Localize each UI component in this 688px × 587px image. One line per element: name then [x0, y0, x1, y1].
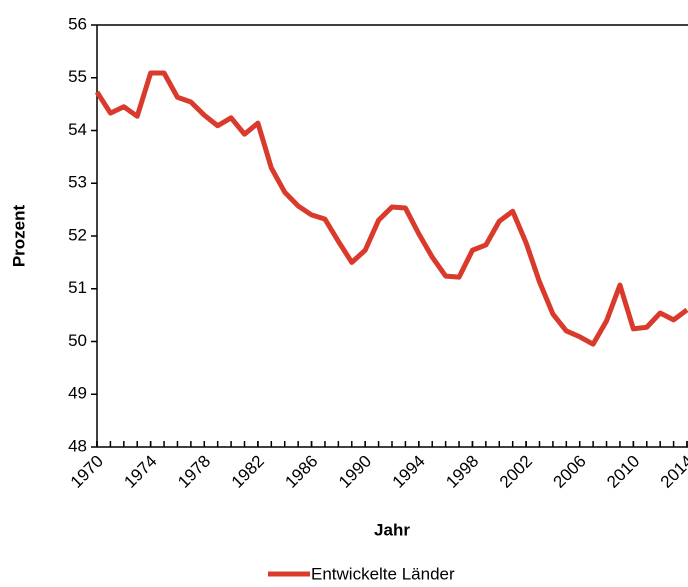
x-tick-label: 1986 [281, 452, 321, 492]
x-tick-label: 1970 [67, 452, 107, 492]
legend-label: Entwickelte Länder [311, 564, 455, 583]
x-tick-label: 1994 [389, 452, 429, 492]
y-tick-label: 54 [68, 120, 87, 139]
y-tick-label: 52 [68, 225, 87, 244]
x-tick-label: 2014 [657, 452, 688, 492]
x-tick-label: 1990 [335, 452, 375, 492]
x-tick-label: 2010 [603, 452, 643, 492]
y-tick-label: 53 [68, 173, 87, 192]
y-tick-label: 48 [68, 436, 87, 455]
x-tick-label: 1978 [174, 452, 214, 492]
y-tick-label: 51 [68, 278, 87, 297]
x-tick-label: 1982 [228, 452, 268, 492]
x-tick-label: 2006 [550, 452, 590, 492]
data-line [94, 70, 688, 347]
y-tick-label: 50 [68, 331, 87, 350]
y-tick-label: 56 [68, 14, 87, 33]
y-axis-label: Prozent [9, 204, 28, 267]
x-axis-label: Jahr [374, 520, 410, 539]
x-tick-label: 2002 [496, 452, 536, 492]
y-tick-label: 55 [68, 67, 87, 86]
y-tick-label: 49 [68, 384, 87, 403]
x-tick-label: 1998 [442, 452, 482, 492]
x-tick-label: 1974 [120, 452, 160, 492]
